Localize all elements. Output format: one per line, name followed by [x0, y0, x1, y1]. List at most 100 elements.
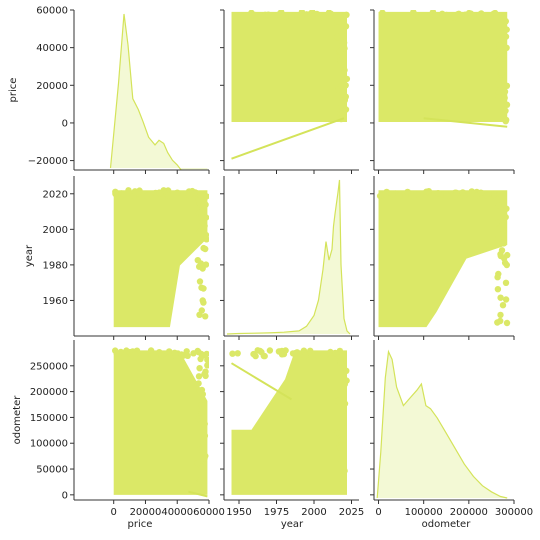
scatter-point	[199, 415, 207, 422]
scatter-point	[337, 444, 344, 451]
scatter-point	[184, 352, 191, 359]
scatter-point	[495, 56, 503, 64]
scatter-density-region	[113, 190, 208, 328]
panel-year-vs-year	[226, 179, 351, 335]
y-tick-label: 100000	[30, 439, 68, 450]
scatter-point	[498, 247, 506, 254]
x-tick-label: 200000	[450, 507, 488, 518]
x-axis-label-price: price	[128, 519, 153, 530]
scatter-density-region	[231, 11, 347, 122]
y-tick-label: 2020	[43, 189, 68, 200]
scatter-point	[204, 362, 209, 369]
scatter-point	[494, 274, 501, 281]
regression-line	[231, 117, 345, 160]
scatter-point	[503, 26, 510, 33]
scatter-point	[343, 11, 350, 18]
y-axis-label-price: price	[8, 78, 19, 103]
scatter-point	[502, 18, 509, 25]
scatter-point	[278, 349, 286, 356]
scatter-point	[196, 365, 203, 372]
scatter-point	[343, 75, 351, 83]
scatter-point	[337, 359, 344, 366]
scatter-point	[497, 311, 504, 319]
scatter-point	[341, 66, 348, 74]
scatter-density-region	[378, 190, 508, 328]
scatter-point	[196, 311, 203, 318]
scatter-point	[450, 14, 458, 21]
scatter-point	[495, 235, 502, 242]
x-tick-label: 300000	[495, 507, 533, 518]
y-tick-label: 20000	[36, 81, 68, 92]
scatter-point	[501, 94, 508, 102]
scatter-point	[200, 352, 207, 359]
scatter-point	[199, 218, 206, 225]
y-tick-label: 200000	[30, 387, 68, 398]
scatter-point	[468, 13, 475, 21]
scatter-point	[425, 188, 432, 195]
scatter-point	[497, 317, 504, 325]
scatter-point	[120, 191, 127, 198]
scatter-point	[334, 18, 341, 25]
scatter-point	[341, 400, 349, 407]
scatter-point	[500, 240, 507, 247]
scatter-point	[389, 190, 396, 198]
scatter-point	[198, 406, 206, 413]
scatter-point	[341, 45, 348, 52]
scatter-density-region	[113, 350, 208, 495]
scatter-point	[340, 460, 347, 467]
scatter-point	[334, 397, 341, 405]
scatter-point	[314, 351, 321, 359]
scatter-point	[386, 14, 393, 21]
scatter-point	[502, 279, 510, 286]
scatter-point	[202, 313, 209, 320]
scatter-point	[495, 94, 502, 101]
scatter-point	[334, 429, 341, 437]
x-tick-label: 2025	[339, 507, 364, 518]
scatter-point	[341, 381, 348, 388]
scatter-point	[495, 202, 502, 209]
scatter-point	[200, 439, 207, 446]
scatter-point	[503, 82, 511, 90]
scatter-point	[382, 191, 389, 198]
scatter-point	[201, 420, 208, 428]
scatter-point	[503, 101, 511, 109]
x-tick-label: 0	[375, 507, 381, 518]
scatter-point	[131, 188, 139, 195]
scatter-point	[229, 350, 236, 357]
scatter-point	[340, 86, 347, 94]
x-tick-label: 40000	[161, 507, 193, 518]
scatter-point	[503, 44, 510, 51]
scatter-point	[496, 42, 504, 49]
x-tick-label: 20000	[130, 507, 162, 518]
scatter-point	[502, 107, 509, 115]
scatter-point	[320, 14, 327, 22]
scatter-point	[339, 419, 346, 427]
scatter-point	[339, 351, 346, 358]
kde-line-odometer	[376, 349, 508, 499]
y-tick-label: 40000	[36, 43, 68, 54]
scatter-point	[195, 373, 203, 380]
scatter-point	[439, 14, 446, 21]
scatter-point	[504, 251, 511, 259]
scatter-point	[189, 187, 196, 195]
scatter-point	[195, 197, 202, 204]
scatter-point	[503, 261, 510, 269]
y-tick-label: 60000	[36, 6, 68, 17]
scatter-point	[196, 446, 204, 453]
scatter-point	[197, 476, 204, 484]
y-tick-label: 1960	[43, 296, 68, 307]
scatter-point	[307, 347, 314, 354]
scatter-point	[200, 202, 207, 209]
scatter-point	[491, 191, 498, 198]
scatter-point	[200, 285, 207, 292]
scatter-point	[200, 299, 207, 306]
scatter-point	[280, 11, 287, 19]
scatter-point	[266, 347, 274, 354]
scatter-point	[338, 102, 345, 109]
y-axis-label-year: year	[24, 244, 35, 267]
kde-line-year	[226, 179, 351, 335]
scatter-point	[499, 222, 506, 229]
scatter-point	[201, 432, 208, 439]
scatter-point	[503, 205, 510, 212]
